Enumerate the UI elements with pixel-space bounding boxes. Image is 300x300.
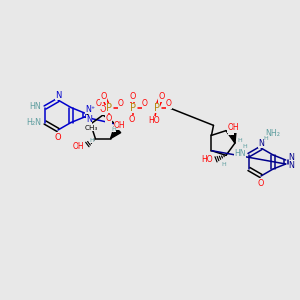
Text: HO: HO bbox=[148, 116, 159, 125]
Text: O: O bbox=[105, 115, 112, 124]
Text: O: O bbox=[128, 116, 135, 124]
Text: N: N bbox=[86, 116, 92, 124]
Text: OH: OH bbox=[227, 124, 239, 133]
Polygon shape bbox=[230, 132, 236, 143]
Text: O: O bbox=[166, 100, 172, 109]
Text: O: O bbox=[118, 100, 124, 109]
Text: H: H bbox=[264, 136, 268, 140]
Text: O: O bbox=[129, 92, 136, 101]
Text: N: N bbox=[289, 154, 295, 163]
Text: HN: HN bbox=[29, 102, 41, 111]
Text: CH₃: CH₃ bbox=[85, 125, 98, 131]
Text: O: O bbox=[100, 106, 106, 115]
Text: H: H bbox=[238, 137, 242, 142]
Text: O: O bbox=[96, 100, 102, 109]
Text: OH: OH bbox=[114, 121, 125, 130]
Polygon shape bbox=[111, 128, 121, 139]
Text: N: N bbox=[55, 91, 61, 100]
Text: HO: HO bbox=[201, 155, 213, 164]
Text: H: H bbox=[222, 162, 226, 167]
Text: O: O bbox=[158, 92, 165, 101]
Text: P: P bbox=[130, 103, 136, 113]
Text: N⁺: N⁺ bbox=[85, 104, 96, 113]
Text: O: O bbox=[55, 133, 61, 142]
Text: O: O bbox=[228, 126, 234, 135]
Text: H₂N: H₂N bbox=[26, 118, 41, 127]
Text: P: P bbox=[106, 103, 112, 113]
Text: H: H bbox=[111, 127, 116, 132]
Text: O: O bbox=[100, 92, 107, 101]
Text: N: N bbox=[289, 161, 295, 170]
Text: O: O bbox=[258, 178, 264, 188]
Text: HN: HN bbox=[234, 148, 246, 158]
Text: NH₂: NH₂ bbox=[266, 128, 280, 137]
Text: H: H bbox=[242, 145, 247, 149]
Text: O: O bbox=[142, 100, 148, 109]
Text: H: H bbox=[89, 138, 94, 143]
Text: OH: OH bbox=[73, 142, 84, 151]
Text: P: P bbox=[154, 103, 160, 113]
Text: N: N bbox=[258, 139, 264, 148]
